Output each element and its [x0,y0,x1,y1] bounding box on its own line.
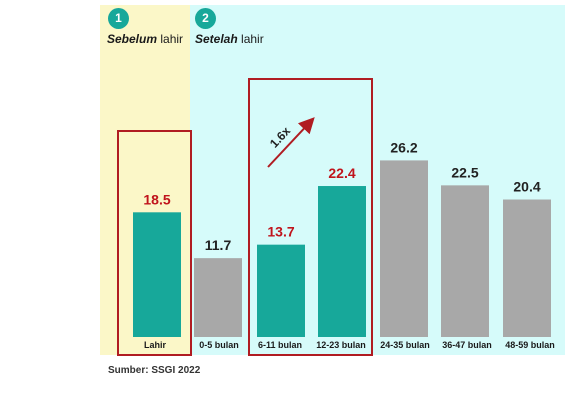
value-label-5: 22.5 [451,164,478,180]
value-label-6: 20.4 [513,179,540,195]
source-note: Sumber: SSGI 2022 [108,365,200,376]
category-label-1: 0-5 bulan [199,340,239,350]
value-label-4: 26.2 [390,139,417,155]
category-label-6: 48-59 bulan [505,340,555,350]
bar-2 [257,245,305,337]
bar-5 [441,185,489,337]
bar-3 [318,186,366,337]
category-label-3: 12-23 bulan [316,340,366,350]
category-label-2: 6-11 bulan [258,340,302,350]
category-label-4: 24-35 bulan [380,340,430,350]
value-label-2: 13.7 [267,224,294,240]
value-label-0: 18.5 [143,191,170,207]
bar-0 [133,212,181,337]
value-label-1: 11.7 [205,237,232,253]
category-label-5: 36-47 bulan [442,340,492,350]
category-label-0: Lahir [144,340,167,350]
bar-4 [380,160,428,337]
growth-multiplier-label: 1.6x [267,124,293,151]
bar-1 [194,258,242,337]
bar-6 [503,200,551,337]
value-label-3: 22.4 [328,165,355,181]
